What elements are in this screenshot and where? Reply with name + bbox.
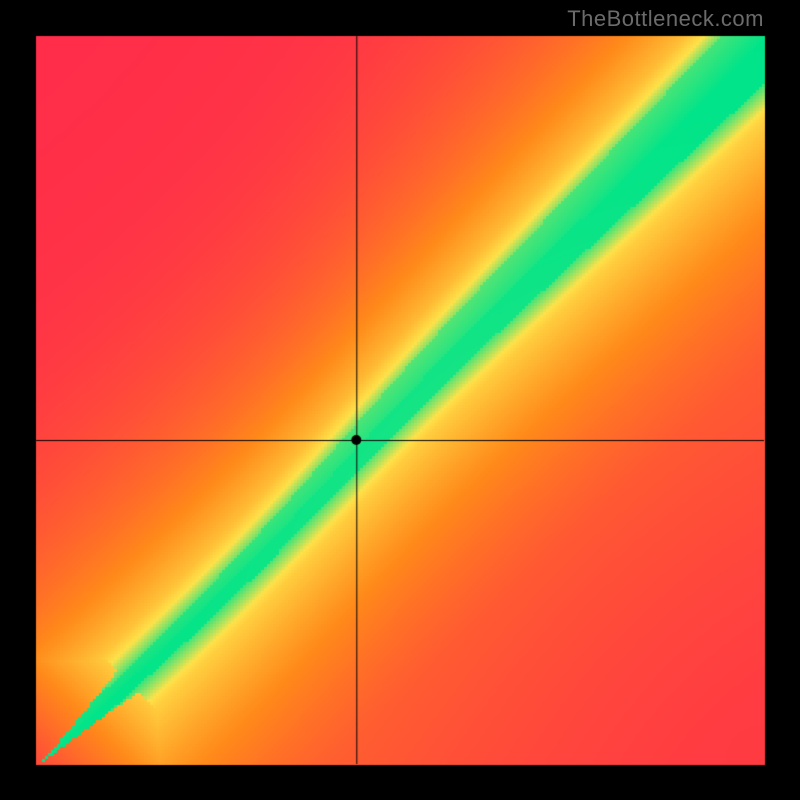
watermark-text: TheBottleneck.com [567, 6, 764, 32]
chart-container: { "canvas": { "width": 800, "height": 80… [0, 0, 800, 800]
crosshair-overlay [0, 0, 800, 800]
